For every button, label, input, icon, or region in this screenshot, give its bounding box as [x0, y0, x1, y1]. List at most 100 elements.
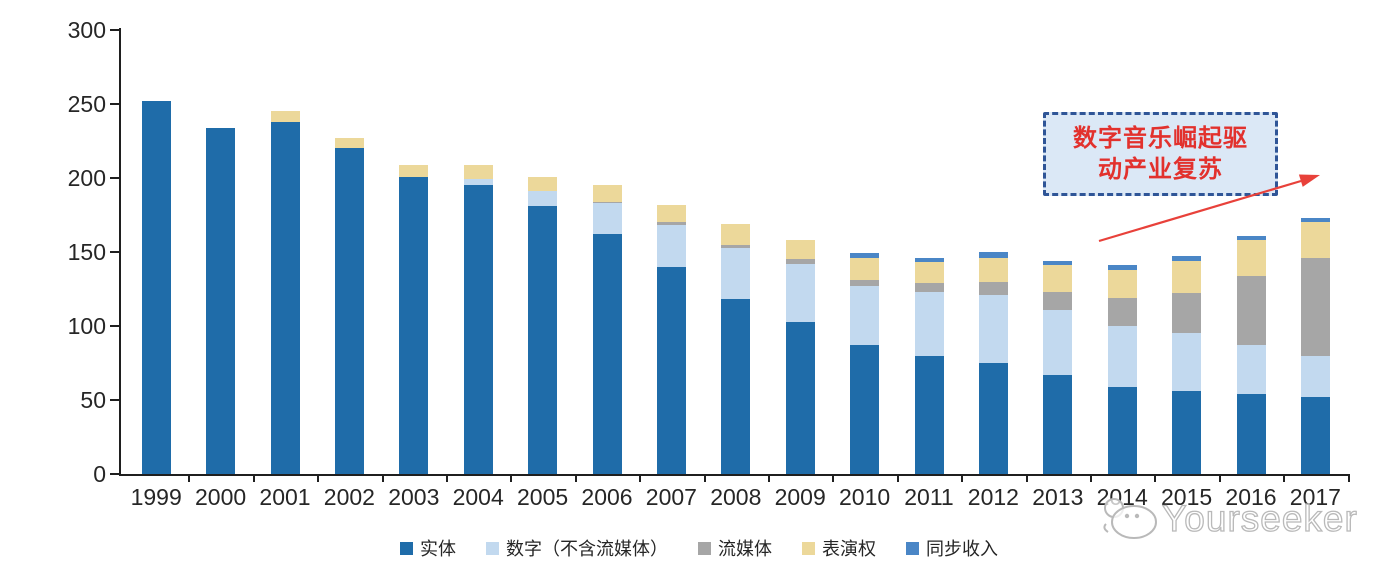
bar-segment-数字（不含流媒体）-2008: [721, 247, 751, 300]
bar-segment-同步收入-2010: [850, 253, 880, 258]
bar-segment-数字（不含流媒体）-2009: [785, 263, 815, 322]
bar-segment-同步收入-2012: [978, 252, 1008, 258]
legend-item-流媒体: 流媒体: [698, 535, 772, 561]
bar-segment-流媒体-2006: [592, 201, 622, 204]
x-axis-label-2003: 2003: [388, 484, 440, 510]
bar-segment-数字（不含流媒体）-2013: [1043, 309, 1073, 375]
x-axis-label-2001: 2001: [259, 484, 311, 510]
y-axis-tick-label: 100: [67, 312, 106, 339]
x-axis-label-2015: 2015: [1161, 484, 1213, 510]
x-axis-label-2007: 2007: [645, 484, 697, 510]
bar-segment-数字（不含流媒体）-2004: [463, 179, 493, 186]
bar-segment-实体-2000: [206, 127, 236, 474]
annotation-text-line2: 动产业复苏: [1098, 156, 1223, 183]
bar-segment-数字（不含流媒体）-2016: [1236, 345, 1266, 395]
bar-segment-流媒体-2015: [1172, 293, 1202, 334]
legend-item-实体: 实体: [400, 535, 456, 561]
bar-segment-数字（不含流媒体）-2014: [1107, 326, 1137, 387]
bar-segment-流媒体-2007: [656, 222, 686, 226]
x-axis-tick: [510, 474, 513, 482]
bar-segment-表演权-2010: [850, 257, 880, 281]
bar-segment-数字（不含流媒体）-2015: [1172, 333, 1202, 392]
annotation-callout: 数字音乐崛起驱 动产业复苏: [1043, 112, 1278, 196]
x-axis-tick: [574, 474, 577, 482]
y-axis-tick: [110, 177, 119, 179]
y-axis-tick-label: 250: [67, 90, 106, 117]
y-axis-tick-label: 0: [93, 460, 106, 487]
annotation-text-line1: 数字音乐崛起驱: [1073, 125, 1248, 152]
bar-segment-表演权-2011: [914, 262, 944, 284]
legend-label: 实体: [420, 539, 456, 559]
x-axis-tick: [1218, 474, 1221, 482]
bar-segment-同步收入-2014: [1107, 265, 1137, 270]
legend-swatch-icon: [400, 541, 413, 555]
x-axis-tick: [446, 474, 448, 482]
bar-segment-实体-2017: [1300, 397, 1330, 474]
bar-segment-表演权-2015: [1172, 260, 1202, 294]
x-axis-label-2011: 2011: [904, 484, 954, 510]
bar-segment-表演权-2005: [528, 176, 558, 192]
x-axis-label-2012: 2012: [967, 484, 1019, 510]
legend-swatch-icon: [906, 541, 919, 555]
bar-segment-数字（不含流媒体）-2006: [592, 203, 622, 235]
bar-segment-流媒体-2012: [978, 281, 1008, 295]
bar-segment-同步收入-2011: [914, 257, 944, 263]
bar-segment-实体-2005: [528, 206, 558, 474]
bar-segment-表演权-2009: [785, 240, 815, 260]
bar-segment-数字（不含流媒体）-2005: [528, 191, 558, 207]
bar-segment-实体-1999: [141, 101, 171, 474]
bar-segment-实体-2007: [656, 266, 686, 474]
x-axis-label-2006: 2006: [581, 484, 633, 510]
y-axis-tick: [110, 325, 119, 327]
bar-segment-同步收入-2016: [1236, 235, 1266, 241]
bar-segment-表演权-2013: [1043, 265, 1073, 292]
x-axis-tick: [896, 474, 899, 482]
legend-swatch-icon: [486, 541, 499, 555]
legend-item-数字（不含流媒体）: 数字（不含流媒体）: [486, 535, 668, 561]
x-axis-label-2004: 2004: [452, 484, 504, 510]
bar-segment-表演权-2006: [592, 185, 622, 202]
bar-segment-表演权-2014: [1107, 269, 1137, 298]
y-axis-tick-label: 50: [80, 386, 106, 413]
legend-label: 同步收入: [926, 539, 998, 559]
x-axis-label-2009: 2009: [774, 484, 826, 510]
bar-segment-数字（不含流媒体）-2017: [1300, 355, 1330, 398]
x-axis-tick: [317, 474, 320, 482]
bar-segment-实体-2001: [270, 121, 300, 474]
bar-segment-实体-2011: [914, 355, 944, 474]
bar-segment-数字（不含流媒体）-2011: [914, 291, 944, 356]
y-axis-tick: [110, 399, 119, 401]
x-axis-tick: [1154, 474, 1157, 482]
bar-segment-实体-2016: [1236, 394, 1266, 474]
bar-segment-数字（不含流媒体）-2010: [850, 286, 880, 346]
y-axis-tick-label: 200: [67, 164, 106, 191]
bar-segment-流媒体-2016: [1236, 275, 1266, 346]
bar-segment-实体-2006: [592, 234, 622, 474]
x-axis-tick: [832, 474, 835, 482]
bar-segment-表演权-2007: [656, 204, 686, 223]
bar-segment-实体-2004: [463, 185, 493, 474]
chart-legend: 实体 数字（不含流媒体） 流媒体 表演权 同步收入: [0, 535, 1398, 561]
bar-segment-实体-2013: [1043, 374, 1073, 474]
x-axis-tick: [252, 474, 255, 482]
bar-segment-实体-2003: [399, 176, 429, 474]
x-axis-label-1999: 1999: [130, 484, 182, 510]
x-axis-tick: [1283, 474, 1286, 482]
legend-label: 数字（不含流媒体）: [506, 539, 668, 559]
x-axis-label-2013: 2013: [1032, 484, 1084, 510]
bar-segment-同步收入-2013: [1043, 260, 1073, 266]
bar-segment-实体-2002: [334, 148, 364, 474]
x-axis-label-2008: 2008: [710, 484, 762, 510]
y-axis-tick: [110, 473, 119, 475]
bar-segment-表演权-2002: [334, 138, 364, 149]
bar-segment-流媒体-2008: [721, 244, 751, 248]
x-axis-tick: [1347, 474, 1350, 482]
x-axis-tick: [639, 474, 642, 482]
y-axis-tick: [110, 103, 119, 105]
bar-segment-同步收入-2015: [1172, 256, 1202, 261]
x-axis-tick: [188, 474, 191, 482]
bar-segment-数字（不含流媒体）-2012: [978, 294, 1008, 363]
bar-segment-流媒体-2014: [1107, 297, 1137, 326]
y-axis-line: [119, 28, 121, 476]
